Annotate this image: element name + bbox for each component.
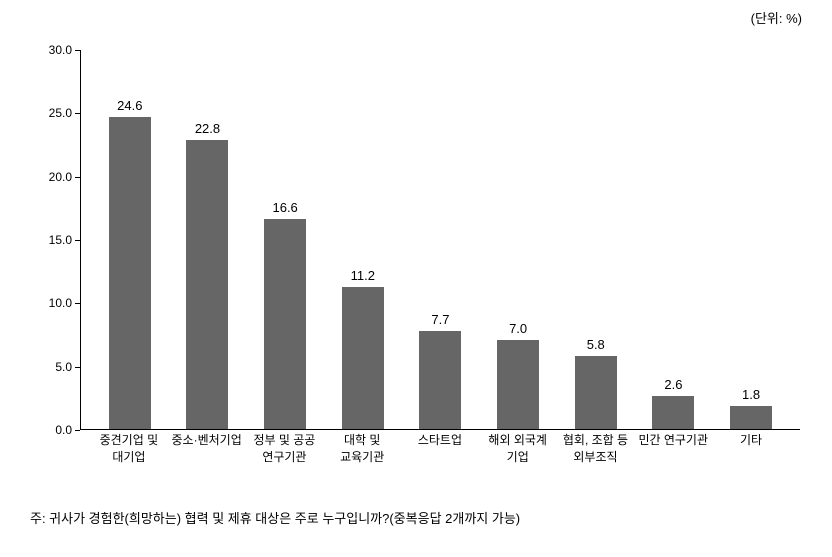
bar	[264, 219, 306, 429]
bar	[575, 356, 617, 429]
x-axis-labels: 중견기업 및 대기업중소·벤처기업정부 및 공공 연구기관대학 및 교육기관스타…	[80, 432, 800, 466]
bar	[730, 406, 772, 429]
y-tick-mark	[75, 50, 80, 51]
bar-value-label: 16.6	[272, 200, 297, 215]
bar-group: 5.8	[560, 337, 632, 429]
y-tick-mark	[75, 303, 80, 304]
x-tick-label: 스타트업	[404, 432, 476, 466]
bar-value-label: 5.8	[587, 337, 605, 352]
x-tick-label: 민간 연구기관	[637, 432, 709, 466]
bar-value-label: 7.0	[509, 321, 527, 336]
bar-group: 16.6	[249, 200, 321, 429]
y-tick-mark	[75, 367, 80, 368]
y-tick-label: 30.0	[49, 43, 72, 57]
bar-group: 7.7	[404, 312, 476, 429]
bar-group: 24.6	[94, 98, 166, 429]
y-tick-mark	[75, 430, 80, 431]
y-tick-label: 0.0	[55, 423, 72, 437]
y-tick-label: 25.0	[49, 106, 72, 120]
bar-value-label: 24.6	[117, 98, 142, 113]
bar-group: 22.8	[171, 121, 243, 429]
bar-value-label: 2.6	[664, 377, 682, 392]
bar	[109, 117, 151, 429]
bars-container: 24.6 22.8 16.6 11.2 7.7 7.0 5.8 2.6 1.8	[81, 50, 800, 429]
unit-label: (단위: %)	[751, 8, 802, 27]
x-tick-label: 중소·벤처기업	[171, 432, 243, 466]
bar-group: 1.8	[715, 387, 787, 429]
x-tick-label: 협회, 조합 등 외부조직	[559, 432, 631, 466]
y-axis: 0.05.010.015.020.025.030.0	[30, 50, 80, 430]
bar-chart: 0.0 5.0 10.0 15.0 20.0 25.0 30.0 24.6 22.8 16.6 1…	[30, 40, 810, 480]
y-tick-label: 20.0	[49, 170, 72, 184]
bar-value-label: 1.8	[742, 387, 760, 402]
bar	[652, 396, 694, 429]
bar-value-label: 11.2	[351, 268, 375, 283]
bar-group: 2.6	[637, 377, 709, 429]
bar	[497, 340, 539, 429]
y-tick-mark	[75, 113, 80, 114]
bar	[342, 287, 384, 429]
x-tick-label: 정부 및 공공 연구기관	[248, 432, 320, 466]
bar	[419, 331, 461, 429]
x-tick-label: 중견기업 및 대기업	[93, 432, 165, 466]
bar-group: 7.0	[482, 321, 554, 429]
y-tick-mark	[75, 177, 80, 178]
plot-area: 24.6 22.8 16.6 11.2 7.7 7.0 5.8 2.6 1.8	[80, 50, 800, 430]
bar-value-label: 7.7	[431, 312, 449, 327]
y-tick-mark	[75, 240, 80, 241]
x-tick-label: 해외 외국계 기업	[482, 432, 554, 466]
chart-footnote: 주: 귀사가 경험한(희망하는) 협력 및 제휴 대상은 주로 누구입니까?(중…	[30, 508, 520, 527]
x-tick-label: 기타	[715, 432, 787, 466]
x-tick-label: 대학 및 교육기관	[326, 432, 398, 466]
y-tick-label: 5.0	[55, 360, 72, 374]
y-tick-label: 15.0	[49, 233, 72, 247]
y-tick-label: 10.0	[49, 296, 72, 310]
bar	[186, 140, 228, 429]
bar-group: 11.2	[327, 268, 399, 429]
bar-value-label: 22.8	[195, 121, 220, 136]
